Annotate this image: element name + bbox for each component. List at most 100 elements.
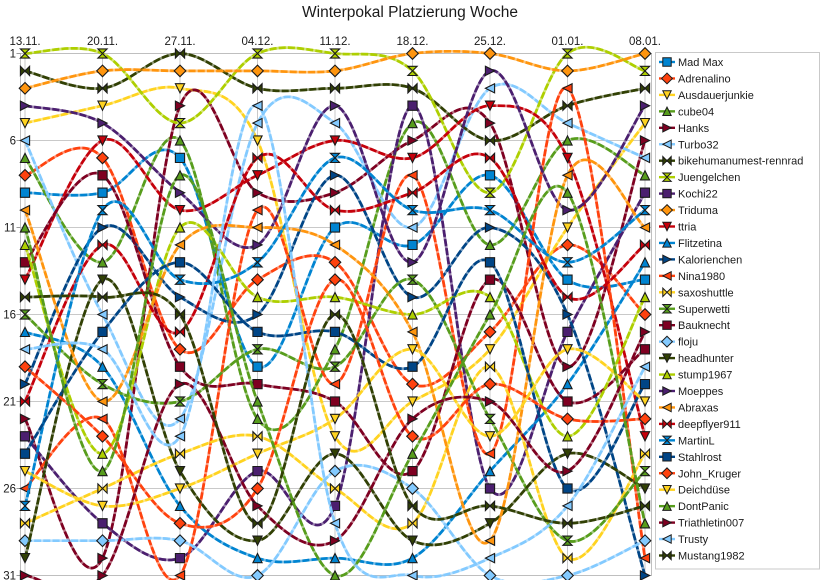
series-marker bbox=[484, 117, 496, 129]
legend-marker bbox=[661, 237, 673, 248]
legend-item: John_Kruger bbox=[659, 467, 741, 480]
series-marker bbox=[484, 187, 496, 198]
legend-item: ttria bbox=[659, 222, 697, 234]
series-marker bbox=[484, 431, 496, 443]
series-marker bbox=[562, 134, 573, 146]
series-marker bbox=[329, 361, 341, 372]
series-marker bbox=[329, 378, 341, 390]
series-marker bbox=[329, 448, 341, 460]
x-axis-label: 20.11. bbox=[87, 36, 118, 48]
series-marker bbox=[329, 222, 341, 233]
series-marker bbox=[173, 534, 187, 548]
series-marker bbox=[19, 326, 31, 338]
legend-label: ttria bbox=[678, 222, 697, 234]
series-marker bbox=[95, 151, 110, 165]
series-line bbox=[24, 104, 647, 579]
series-marker bbox=[19, 413, 31, 425]
legend-item: saxoshuttle bbox=[659, 286, 734, 299]
series-marker bbox=[639, 361, 651, 373]
series-marker bbox=[405, 429, 420, 443]
series-marker bbox=[329, 100, 341, 112]
series-marker bbox=[18, 360, 32, 374]
series-marker bbox=[252, 82, 263, 95]
legend-item: Deichdüse bbox=[659, 485, 730, 497]
legend-label: Triduma bbox=[678, 205, 719, 217]
legend-label: Triathletin007 bbox=[678, 518, 744, 530]
series-marker bbox=[96, 396, 108, 407]
series-marker bbox=[97, 570, 109, 580]
series-marker bbox=[560, 568, 575, 580]
legend: Mad Max Adrenalino Ausdauerjunkie cube04 Han… bbox=[655, 52, 820, 570]
series-marker bbox=[484, 465, 496, 477]
legend-label: Stahlrost bbox=[678, 452, 721, 464]
series bbox=[19, 326, 651, 580]
series-marker bbox=[19, 378, 31, 390]
series-line bbox=[24, 278, 646, 529]
series-marker bbox=[561, 257, 574, 268]
series-marker bbox=[174, 483, 186, 495]
series-marker bbox=[483, 46, 497, 61]
series-marker bbox=[562, 344, 573, 356]
series-marker bbox=[97, 465, 108, 477]
legend-item: Adrenalino bbox=[659, 72, 731, 85]
series-marker bbox=[174, 152, 186, 164]
series-marker bbox=[95, 64, 110, 78]
series-marker bbox=[18, 81, 32, 95]
series-marker bbox=[483, 568, 497, 580]
series-marker bbox=[561, 500, 573, 512]
series-marker bbox=[174, 361, 186, 372]
series-marker bbox=[639, 100, 651, 112]
legend-label: saxoshuttle bbox=[678, 287, 734, 299]
series bbox=[19, 360, 651, 565]
series-marker bbox=[252, 291, 263, 303]
series-marker bbox=[329, 569, 341, 580]
legend-marker bbox=[661, 304, 673, 314]
series-marker bbox=[97, 518, 108, 529]
legend-marker bbox=[662, 254, 673, 265]
series-marker bbox=[19, 204, 31, 216]
legend-item: Abraxas bbox=[659, 402, 719, 414]
series-marker bbox=[97, 360, 108, 372]
series-marker bbox=[639, 135, 651, 146]
series-marker bbox=[252, 395, 263, 407]
series-marker bbox=[638, 534, 652, 548]
legend-box bbox=[655, 52, 820, 570]
series-marker bbox=[174, 134, 186, 146]
legend-item: cube04 bbox=[659, 106, 714, 118]
series-marker bbox=[174, 257, 186, 268]
series-marker bbox=[19, 431, 31, 442]
series-marker bbox=[329, 396, 341, 407]
series-marker bbox=[250, 481, 265, 496]
series-marker bbox=[329, 431, 341, 443]
series-marker bbox=[329, 291, 341, 303]
series-marker bbox=[19, 64, 31, 77]
legend-marker bbox=[660, 203, 674, 217]
series-marker bbox=[97, 170, 108, 181]
legend-marker bbox=[661, 139, 672, 150]
series-marker bbox=[407, 82, 418, 95]
series-marker bbox=[251, 204, 263, 216]
series-line bbox=[23, 88, 647, 570]
series-marker bbox=[562, 309, 574, 320]
legend-marker bbox=[662, 122, 673, 133]
legend-marker bbox=[662, 550, 672, 561]
legend-marker bbox=[661, 270, 672, 281]
legend-item: Triathletin007 bbox=[659, 517, 744, 530]
series-marker bbox=[639, 65, 651, 77]
series-marker bbox=[561, 117, 573, 129]
legend-item: MartinL bbox=[659, 435, 715, 447]
series-marker bbox=[19, 309, 31, 320]
series-marker bbox=[329, 413, 341, 425]
series-marker bbox=[639, 396, 651, 408]
series-marker bbox=[252, 151, 263, 164]
series-marker bbox=[638, 307, 652, 322]
legend-marker bbox=[661, 485, 673, 496]
series-marker bbox=[97, 274, 108, 286]
series-marker bbox=[406, 204, 419, 216]
series-marker bbox=[19, 448, 31, 459]
legend-label: Nina1980 bbox=[678, 271, 725, 283]
series-marker bbox=[174, 500, 186, 512]
series-marker bbox=[484, 134, 496, 147]
series-marker bbox=[329, 326, 341, 338]
